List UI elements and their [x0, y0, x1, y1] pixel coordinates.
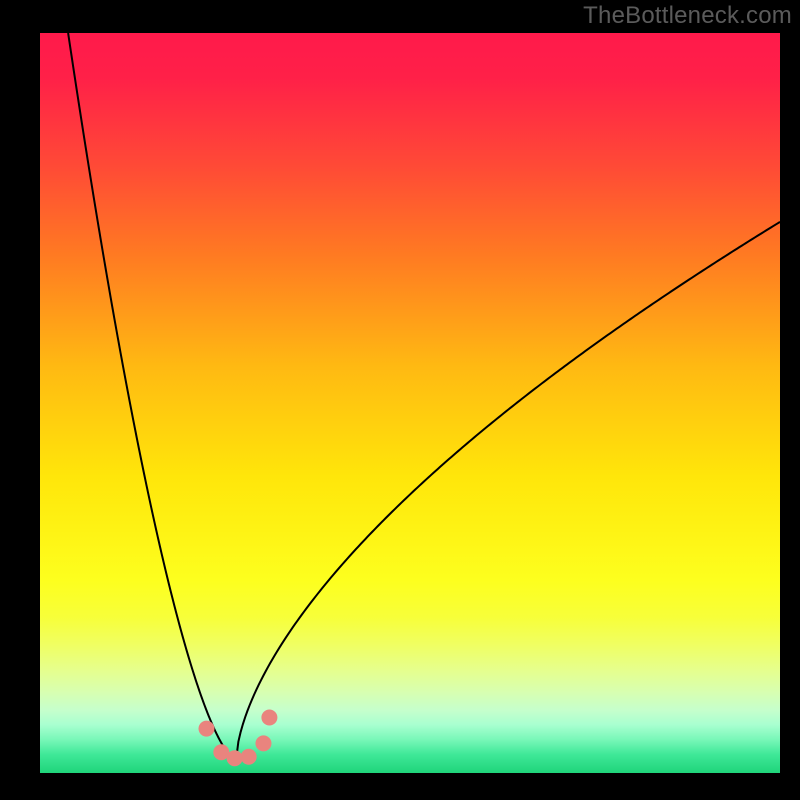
chart-stage: TheBottleneck.com — [0, 0, 800, 800]
bottleneck-curve — [68, 33, 780, 760]
marker-point — [227, 750, 243, 766]
marker-point — [199, 721, 215, 737]
marker-point — [255, 735, 271, 751]
curve-layer — [0, 0, 800, 800]
marker-point — [261, 710, 277, 726]
watermark-text: TheBottleneck.com — [583, 2, 792, 30]
marker-point — [241, 749, 257, 765]
